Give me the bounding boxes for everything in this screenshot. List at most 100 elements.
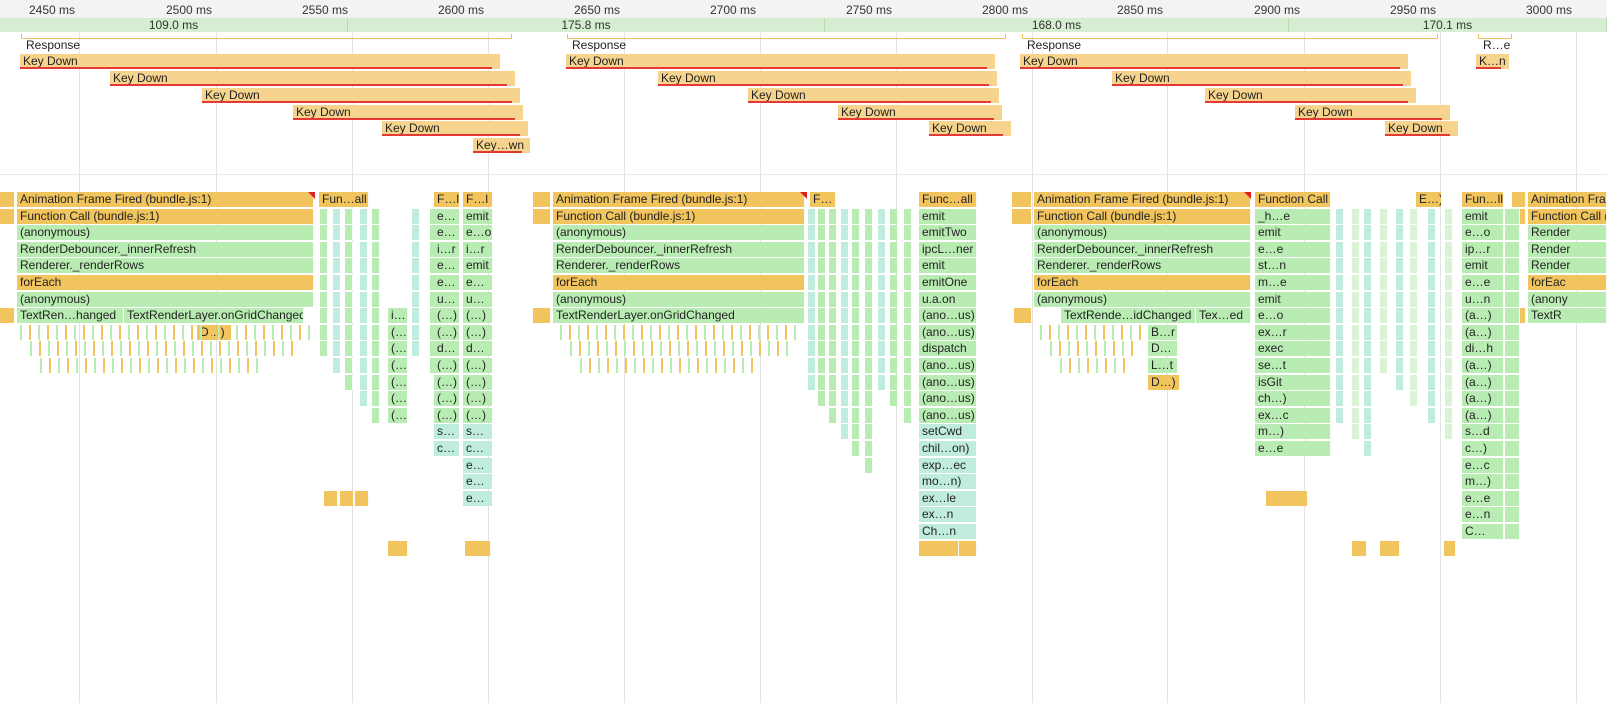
key-down-event[interactable]: Key Down	[838, 105, 1002, 120]
flame-block[interactable]	[865, 441, 873, 456]
flame-block[interactable]	[818, 291, 826, 307]
flame-block[interactable]: (…)	[463, 358, 493, 373]
flame-block[interactable]	[878, 275, 886, 290]
flame-block[interactable]	[852, 308, 860, 324]
flame-block[interactable]	[372, 407, 380, 423]
flame-block[interactable]	[345, 275, 353, 290]
flame-block[interactable]	[829, 407, 837, 423]
flame-block[interactable]	[533, 208, 551, 224]
flame-block[interactable]: c…)	[1462, 441, 1504, 456]
flame-block[interactable]: (…	[388, 358, 408, 373]
flame-block[interactable]: (…	[388, 374, 408, 390]
flame-block[interactable]	[852, 374, 860, 390]
flame-block[interactable]: e…	[463, 490, 493, 506]
flame-block[interactable]	[1352, 241, 1360, 257]
flame-block[interactable]	[1410, 308, 1418, 324]
flame-block[interactable]	[345, 225, 353, 241]
flame-block[interactable]	[1396, 308, 1404, 324]
flame-block[interactable]: (…	[388, 391, 408, 407]
flame-block[interactable]	[878, 241, 886, 257]
flame-block[interactable]	[852, 241, 860, 257]
flame-block[interactable]	[1364, 374, 1372, 390]
flame-block[interactable]	[1336, 391, 1344, 407]
flame-block[interactable]	[345, 291, 353, 307]
flame-block[interactable]: (ano…us)	[919, 391, 977, 407]
flame-block[interactable]	[1445, 324, 1453, 340]
flame-block[interactable]	[865, 374, 873, 390]
flame-block[interactable]	[890, 374, 898, 390]
flame-block[interactable]	[865, 407, 873, 423]
flame-block[interactable]	[333, 208, 341, 224]
flame-block[interactable]: emit	[463, 258, 493, 274]
flame-block[interactable]	[340, 490, 354, 506]
flame-block[interactable]	[0, 192, 15, 207]
flame-block[interactable]	[1410, 358, 1418, 373]
flame-block[interactable]	[829, 391, 837, 407]
flame-block[interactable]	[1364, 324, 1372, 340]
flame-block[interactable]	[333, 308, 341, 324]
flame-block[interactable]: (…	[388, 407, 408, 423]
frame-duration[interactable]: 170.1 ms	[1289, 18, 1607, 32]
flame-block[interactable]	[829, 225, 837, 241]
flame-block[interactable]: s…	[434, 424, 460, 440]
flame-block[interactable]	[841, 208, 849, 224]
flame-block[interactable]	[890, 225, 898, 241]
flame-block[interactable]	[1396, 225, 1404, 241]
flame-block[interactable]: u…n	[1462, 291, 1504, 307]
flame-block[interactable]	[333, 291, 341, 307]
flame-block[interactable]: s…d	[1462, 424, 1504, 440]
flame-block[interactable]	[360, 308, 368, 324]
key-down-event[interactable]: Key Down	[20, 54, 500, 69]
flame-block[interactable]	[1380, 324, 1388, 340]
flame-block[interactable]	[1364, 407, 1372, 423]
flame-block[interactable]: (…)	[434, 324, 460, 340]
flame-block[interactable]	[320, 208, 328, 224]
flame-block[interactable]: e…e	[1255, 441, 1331, 456]
flame-block[interactable]	[360, 208, 368, 224]
flame-block[interactable]: e…c	[1462, 457, 1504, 473]
flame-block[interactable]	[320, 341, 328, 357]
flame-block[interactable]	[1445, 391, 1453, 407]
flame-block[interactable]	[1512, 374, 1520, 390]
flame-block[interactable]: RenderDebouncer._innerRefresh	[17, 241, 314, 257]
flame-block[interactable]: Ch…n	[919, 524, 977, 539]
flame-block[interactable]	[1364, 225, 1372, 241]
flame-block[interactable]	[865, 341, 873, 357]
flame-block[interactable]	[333, 225, 341, 241]
flame-block[interactable]	[808, 341, 816, 357]
flame-block[interactable]	[1410, 291, 1418, 307]
key-down-event[interactable]: Key Down	[382, 121, 528, 136]
flame-block[interactable]	[865, 391, 873, 407]
flame-block[interactable]	[1396, 291, 1404, 307]
flame-block[interactable]: RenderDebouncer._innerRefresh	[1034, 241, 1251, 257]
flame-block[interactable]: exp…ec	[919, 457, 977, 473]
flame-block[interactable]	[1410, 258, 1418, 274]
flame-block[interactable]	[1352, 374, 1360, 390]
flame-block[interactable]	[333, 324, 341, 340]
flame-block[interactable]	[904, 291, 912, 307]
flame-block[interactable]	[808, 241, 816, 257]
flame-block[interactable]	[841, 341, 849, 357]
flame-block[interactable]	[1336, 225, 1344, 241]
flame-block[interactable]: e…e	[1462, 275, 1504, 290]
key-down-event[interactable]: Key…wn	[473, 138, 530, 153]
flame-block[interactable]	[1380, 540, 1400, 556]
flame-block[interactable]	[372, 391, 380, 407]
flame-block[interactable]: TextRenderLayer.onGridChanged	[553, 308, 805, 324]
flame-block[interactable]: (anonymous)	[1034, 291, 1251, 307]
flame-block[interactable]	[360, 358, 368, 373]
flame-block[interactable]	[372, 275, 380, 290]
flame-block[interactable]: m…e	[1255, 275, 1331, 290]
flame-block[interactable]: c…	[463, 441, 493, 456]
flame-block[interactable]: E…)	[1416, 192, 1442, 207]
flame-block[interactable]	[1012, 192, 1032, 207]
flame-block[interactable]	[818, 391, 826, 407]
flame-block[interactable]: s…	[463, 424, 493, 440]
flame-block[interactable]: (anonymous)	[1034, 225, 1251, 241]
flame-block[interactable]	[1352, 324, 1360, 340]
flame-block[interactable]: (…)	[434, 308, 460, 324]
response-label[interactable]: Response	[1027, 38, 1082, 52]
flame-block[interactable]	[388, 540, 408, 556]
flame-block[interactable]	[1512, 241, 1520, 257]
